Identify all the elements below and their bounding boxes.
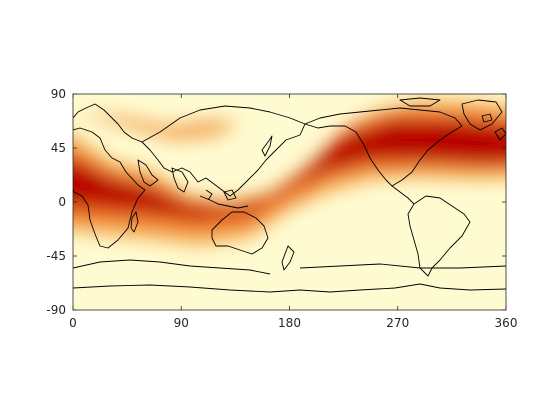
field-heatmap	[73, 100, 506, 246]
coast-europe	[73, 103, 143, 143]
x-tick-label: 180	[278, 316, 301, 330]
y-tick-label: -90	[46, 303, 66, 317]
y-tick-label: 0	[58, 195, 66, 209]
coast-southern-front	[73, 259, 506, 275]
heat-band-core	[73, 120, 506, 218]
coast-uk-iceland	[481, 113, 506, 141]
coast-north-america	[304, 107, 463, 187]
y-tick-label: 90	[51, 87, 66, 101]
coast-central-america	[391, 185, 415, 205]
heat-wisp-north	[75, 112, 240, 140]
plot-area	[73, 94, 506, 310]
coast-arabia	[137, 159, 159, 187]
coast-indonesia	[199, 189, 249, 209]
coast-greenland	[399, 97, 503, 131]
coastlines	[73, 97, 506, 293]
y-axis	[73, 93, 506, 311]
coast-new-zealand	[281, 245, 295, 271]
coast-antarctica	[73, 283, 506, 293]
x-tick-label: 270	[386, 316, 409, 330]
coast-japan	[261, 135, 273, 157]
x-axis	[72, 94, 507, 310]
x-tick-label: 90	[174, 316, 189, 330]
coast-madagascar	[130, 211, 139, 233]
y-tick-labels: 90 45 0 -45 -90	[46, 87, 66, 317]
coast-africa	[73, 127, 146, 249]
y-tick-label: -45	[46, 249, 66, 263]
coast-india	[171, 167, 189, 193]
coast-australia	[211, 211, 269, 255]
x-tick-labels: 0 90 180 270 360	[69, 316, 517, 330]
x-tick-label: 360	[495, 316, 518, 330]
y-tick-label: 45	[51, 141, 66, 155]
coast-south-america	[407, 195, 471, 277]
x-tick-label: 0	[69, 316, 77, 330]
